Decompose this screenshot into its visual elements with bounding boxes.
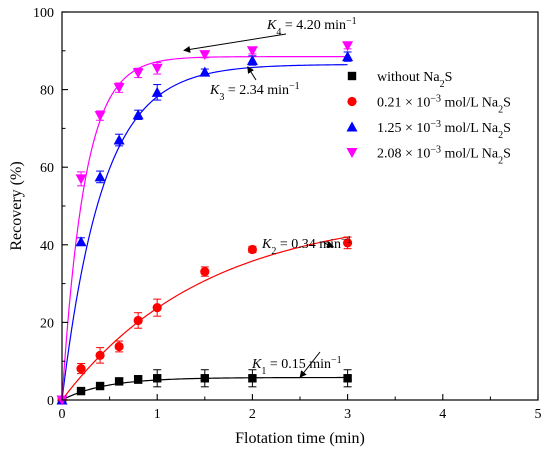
legend-label-0: without Na2S bbox=[377, 70, 452, 90]
legend-marker-3 bbox=[346, 148, 358, 158]
data-point-series-2 bbox=[132, 109, 144, 120]
plot-frame bbox=[61, 11, 539, 401]
data-point-series-2 bbox=[113, 134, 125, 145]
x-tick-label: 1 bbox=[154, 407, 161, 422]
data-point-series-1 bbox=[133, 315, 143, 326]
data-point-series-0 bbox=[343, 374, 352, 383]
data-point-series-0 bbox=[133, 375, 143, 384]
rate-annotation-1: K4 = 4.20 min−1 bbox=[183, 16, 357, 53]
data-point-series-2 bbox=[94, 171, 106, 182]
rate-annotation-3: K2 = 0.34 min−1 bbox=[261, 235, 352, 257]
data-point-series-1 bbox=[114, 341, 124, 352]
y-tick-label: 60 bbox=[40, 161, 54, 176]
y-axis-title: Recovery (%) bbox=[8, 161, 25, 250]
annotation-arrow bbox=[323, 241, 334, 248]
data-point-series-3 bbox=[75, 174, 87, 185]
legend: without Na2S 0.21 × 10−3 mol/L Na2S 1.25 ×… bbox=[346, 70, 511, 166]
x-tick-label: 3 bbox=[344, 407, 351, 422]
data-point-series-0 bbox=[114, 377, 124, 386]
annotation-arrow bbox=[247, 66, 257, 81]
legend-label-2: 1.25 × 10−3 mol/L Na2S bbox=[377, 119, 511, 141]
data-point-series-0 bbox=[76, 386, 86, 396]
data-point-series-1 bbox=[247, 244, 257, 255]
legend-label-1: 0.21 × 10−3 mol/L Na2S bbox=[377, 93, 511, 115]
fit-curve-2 bbox=[61, 64, 348, 401]
x-tick-label: 2 bbox=[249, 407, 256, 422]
rate-annotation-2: K3 = 2.34 min−1 bbox=[209, 66, 300, 103]
data-points bbox=[56, 41, 354, 406]
annotation-arrow bbox=[183, 33, 287, 53]
data-point-series-3 bbox=[113, 83, 125, 94]
y-tick-label: 100 bbox=[33, 6, 54, 21]
x-axis: 0 1 2 3 4 5 bbox=[59, 394, 542, 422]
y-tick-label: 0 bbox=[47, 394, 54, 409]
annotation-arrow bbox=[299, 351, 321, 378]
data-point-series-2 bbox=[199, 66, 211, 77]
data-point-series-1 bbox=[95, 350, 105, 360]
x-tick-label: 5 bbox=[535, 407, 542, 422]
data-point-series-2 bbox=[75, 236, 87, 247]
data-point-series-2 bbox=[246, 55, 258, 65]
legend-label-3: 2.08 × 10−3 mol/L Na2S bbox=[377, 144, 511, 166]
annotations: K4 = 4.20 min−1 K3 = 2.34 min−1 K2 = 0.34 … bbox=[183, 16, 357, 378]
data-point-series-2 bbox=[151, 86, 163, 97]
data-point-series-1 bbox=[200, 266, 210, 277]
rate-annotation-4: K1 = 0.15 min−1 bbox=[251, 351, 342, 378]
x-tick-label: 4 bbox=[439, 407, 446, 422]
data-point-series-0 bbox=[95, 381, 105, 391]
data-point-series-1 bbox=[152, 303, 162, 313]
data-point-series-3 bbox=[246, 46, 258, 57]
fit-curves bbox=[61, 56, 348, 401]
data-point-series-3 bbox=[342, 41, 354, 52]
rate-annotation-label: K1 = 0.15 min−1 bbox=[251, 355, 342, 377]
data-point-series-3 bbox=[199, 50, 211, 61]
data-point-series-3 bbox=[151, 63, 163, 74]
rate-annotation-label: K3 = 2.34 min−1 bbox=[209, 81, 300, 103]
rate-annotation-label: K2 = 0.34 min−1 bbox=[261, 235, 352, 257]
y-axis: 0 20 40 60 80 100 bbox=[33, 6, 68, 409]
legend-marker-1 bbox=[347, 96, 357, 107]
data-point-series-2 bbox=[342, 51, 354, 62]
data-point-series-0 bbox=[248, 374, 257, 383]
data-point-series-1 bbox=[76, 363, 86, 374]
fit-curve-1 bbox=[61, 236, 348, 401]
y-tick-label: 20 bbox=[40, 316, 54, 331]
legend-marker-2 bbox=[346, 121, 358, 132]
legend-marker-0 bbox=[347, 71, 357, 81]
data-point-series-3 bbox=[94, 111, 106, 122]
data-point-series-1 bbox=[343, 238, 353, 248]
y-tick-label: 40 bbox=[40, 239, 54, 254]
x-tick-label: 0 bbox=[59, 407, 66, 422]
y-tick-label: 80 bbox=[40, 84, 54, 99]
data-point-series-3 bbox=[132, 68, 144, 79]
x-axis-title: Flotation time (min) bbox=[235, 430, 365, 447]
data-point-series-0 bbox=[200, 374, 209, 383]
rate-annotation-label: K4 = 4.20 min−1 bbox=[266, 16, 357, 38]
fit-curve-3 bbox=[61, 56, 348, 401]
data-point-series-0 bbox=[153, 374, 162, 383]
